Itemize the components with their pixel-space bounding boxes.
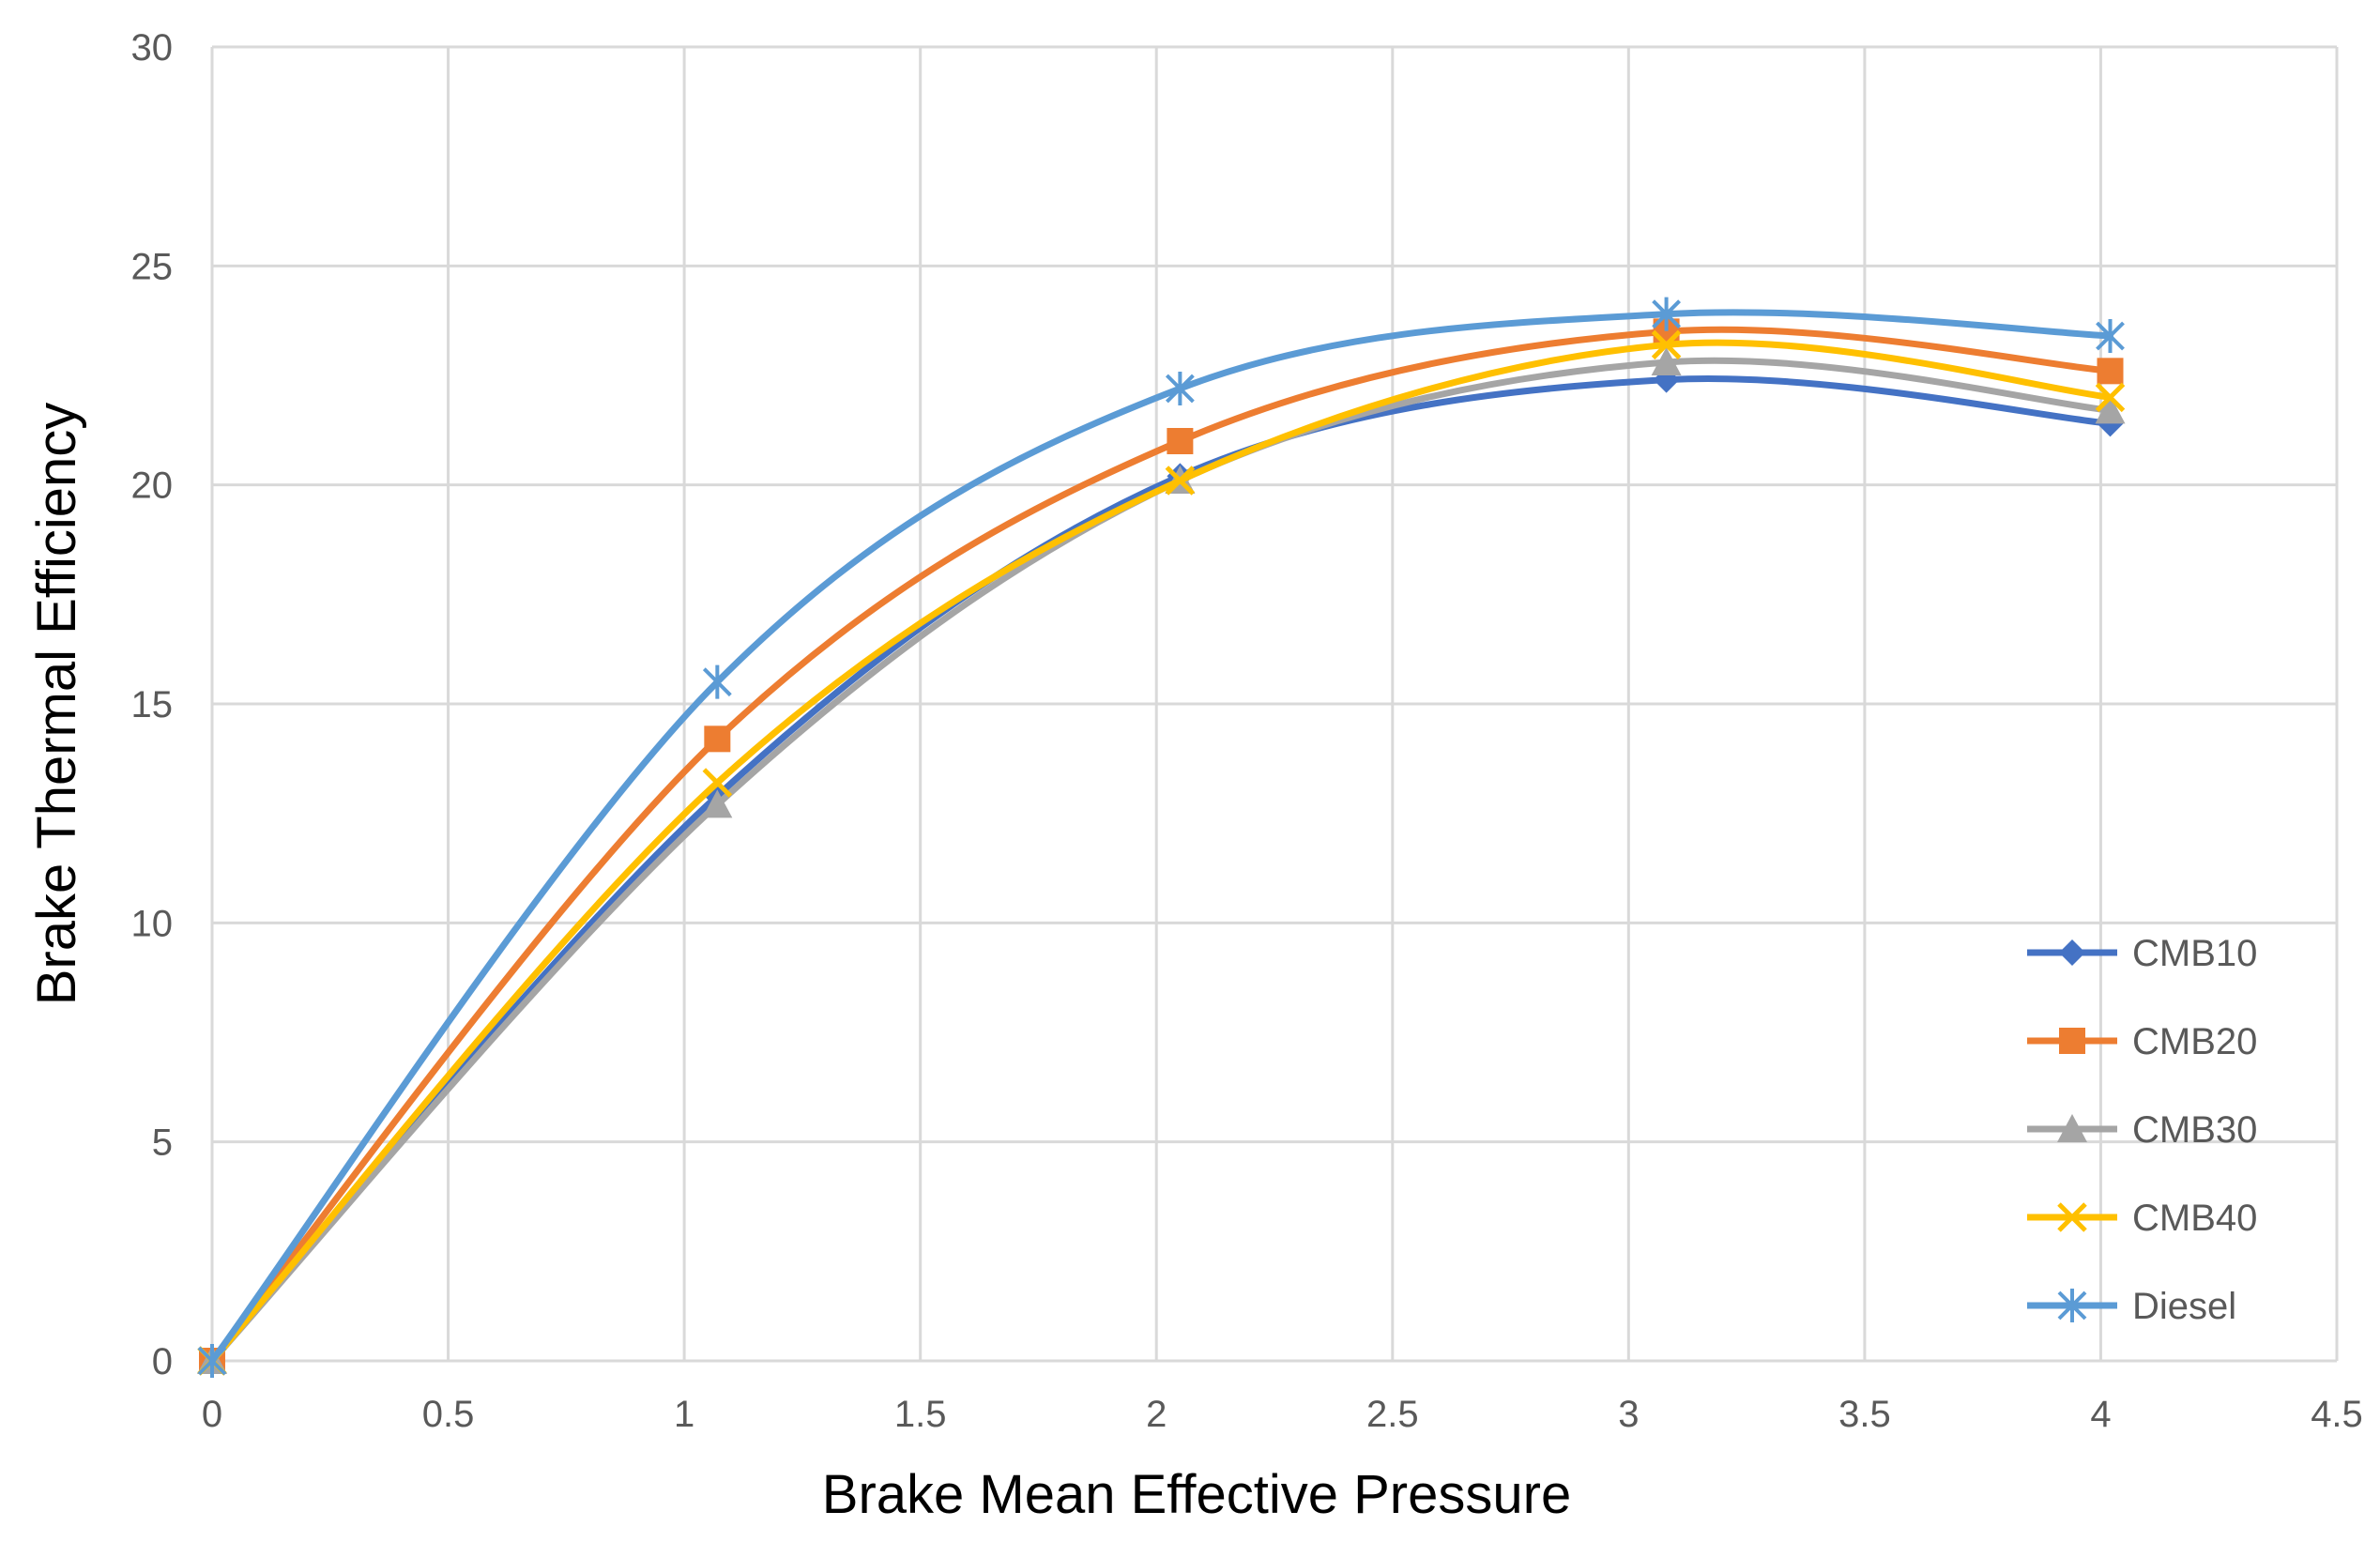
data-point [1167, 428, 1194, 454]
data-point [1165, 372, 1195, 405]
legend-marker [2059, 939, 2085, 966]
legend-label: CMB10 [2132, 933, 2257, 974]
y-axis-title: Brake Thermal Efficiency [26, 403, 87, 1006]
legend-label: Diesel [2132, 1286, 2236, 1327]
data-point [1652, 297, 1681, 331]
data-point [2095, 382, 2126, 413]
x-tick-label: 0.5 [422, 1394, 475, 1435]
legend: CMB10 CMB20 CMB30 CMB40 Diesel [2027, 933, 2257, 1327]
series-line [208, 326, 2114, 1365]
legend-marker [2059, 1028, 2085, 1054]
legend-item-diesel: Diesel [2027, 1286, 2236, 1327]
y-tick-label: 10 [131, 903, 174, 944]
y-tick-label: 30 [131, 27, 174, 69]
legend-item-cmb20: CMB20 [2027, 1021, 2257, 1062]
x-tick-label: 4.5 [2311, 1394, 2363, 1435]
x-tick-label: 3 [1618, 1394, 1639, 1435]
x-tick-label: 0 [202, 1394, 222, 1435]
y-axis-ticks: 0 5 10 15 20 25 30 [131, 27, 174, 1382]
data-point [704, 725, 731, 753]
data-point [1651, 329, 1682, 360]
x-tick-label: 1 [674, 1394, 694, 1435]
legend-marker [2057, 1114, 2087, 1142]
series-cmb20 [199, 318, 2124, 1374]
x-tick-label: 2 [1146, 1394, 1167, 1435]
data-point [1165, 466, 1196, 496]
gridlines [210, 45, 2339, 1363]
x-tick-label: 3.5 [1838, 1394, 1891, 1435]
data-point [1651, 347, 1682, 375]
x-tick-label: 2.5 [1366, 1394, 1419, 1435]
data-point [702, 664, 732, 699]
data-point [2095, 395, 2126, 424]
x-axis-ticks: 0 0.5 1 1.5 2 2.5 3 3.5 4 4.5 [202, 1394, 2363, 1435]
series-group [197, 297, 2126, 1378]
series-line [208, 309, 2114, 1365]
series-line [208, 357, 2114, 1365]
legend-item-cmb30: CMB30 [2027, 1109, 2257, 1151]
legend-item-cmb10: CMB10 [2027, 933, 2257, 974]
series-diesel [197, 297, 2125, 1378]
y-tick-label: 0 [152, 1341, 173, 1382]
y-tick-label: 20 [131, 466, 174, 507]
data-point [2097, 358, 2124, 385]
series-line [208, 339, 2114, 1365]
data-point [2096, 319, 2125, 353]
data-point [702, 768, 733, 798]
data-point [702, 789, 733, 818]
legend-item-cmb40: CMB40 [2027, 1198, 2257, 1239]
x-axis-title: Brake Mean Effective Pressure [822, 1464, 1571, 1525]
legend-label: CMB40 [2132, 1198, 2257, 1239]
series-line [208, 374, 2114, 1365]
legend-marker [2057, 1289, 2087, 1322]
x-tick-label: 4 [2090, 1394, 2111, 1435]
series-cmb40 [197, 329, 2126, 1376]
y-tick-label: 5 [152, 1122, 173, 1164]
legend-label: CMB30 [2132, 1109, 2257, 1151]
legend-label: CMB20 [2132, 1021, 2257, 1062]
data-point [197, 1344, 227, 1378]
y-tick-label: 25 [131, 246, 174, 287]
series-cmb10 [199, 366, 2124, 1374]
x-tick-label: 1.5 [894, 1394, 947, 1435]
y-tick-label: 15 [131, 684, 174, 725]
series-cmb30 [197, 347, 2126, 1374]
legend-marker [2057, 1202, 2087, 1232]
